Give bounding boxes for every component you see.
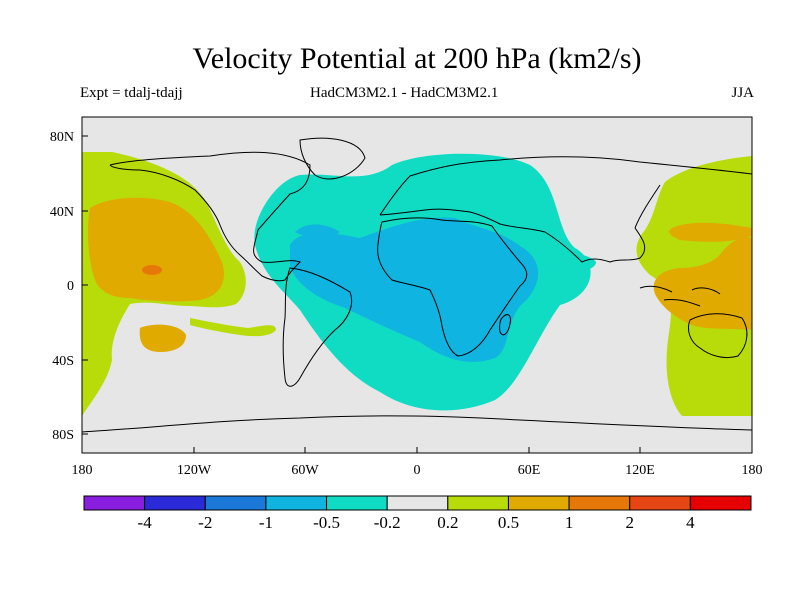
y-tick-label-40s: 40S [52, 354, 74, 369]
colorbar-swatch [326, 495, 388, 511]
colorbar-level-label: -2 [198, 513, 212, 532]
colorbar-level-label: 1 [565, 513, 574, 532]
y-tick-label-0: 0 [67, 279, 74, 294]
coastline-maritime-continent [639, 285, 721, 307]
east-pacific-max-contour [142, 265, 162, 275]
coastline-madagascar [499, 314, 511, 336]
east-pacific-south-contour [139, 324, 186, 352]
coastlines [82, 137, 752, 433]
colorbar-level-label: 2 [625, 513, 634, 532]
west-pacific-inner-contour [653, 237, 752, 330]
x-tick-label-60e: 60E [518, 463, 541, 478]
season-label: JJA [731, 85, 754, 101]
colorbar-swatch [568, 495, 631, 511]
colorbar-level-label: -4 [138, 513, 153, 532]
tick-marks [82, 135, 641, 453]
coastline-australia [687, 313, 748, 359]
coastline-north-america [109, 151, 311, 282]
colorbar: -4 -2 -1 -0.5 -0.2 0.2 0.5 1 2 4 [83, 495, 752, 532]
colorbar-swatch [204, 495, 267, 511]
x-tick-label-180w: 180 [72, 463, 93, 478]
x-tick-label-120e: 120E [625, 463, 655, 478]
model-label: HadCM3M2.1 - HadCM3M2.1 [310, 85, 499, 101]
east-pacific-inner-contour [87, 197, 224, 302]
colorbar-swatch [386, 495, 449, 511]
y-tick-label-40n: 40N [50, 205, 74, 220]
x-tick-label-180e: 180 [742, 463, 763, 478]
colorbar-swatch [83, 495, 146, 511]
coastline-europe-asia [379, 156, 752, 263]
x-tick-label-0: 0 [414, 463, 421, 478]
colorbar-swatch [507, 495, 570, 511]
chart-title: Velocity Potential at 200 hPa (km2/s) [192, 42, 642, 75]
x-tick-label-60w: 60W [291, 463, 319, 478]
west-pacific-north-contour [669, 222, 752, 242]
colorbar-swatch [629, 495, 691, 511]
coastline-africa [377, 217, 528, 357]
coastline-south-america [282, 267, 353, 387]
experiment-label: Expt = tdalj-tdajj [80, 85, 183, 101]
colorbar-swatch [447, 495, 509, 511]
x-tick-label-120w: 120W [177, 463, 212, 478]
colorbar-level-label: 0.5 [498, 513, 519, 532]
east-pacific-tongue [190, 318, 276, 337]
colorbar-level-label: -1 [259, 513, 273, 532]
colorbar-level-label: 0.2 [437, 513, 458, 532]
coastline-antarctica [82, 415, 752, 433]
y-tick-label-80n: 80N [50, 130, 74, 145]
colorbar-swatch [144, 495, 206, 511]
colorbar-level-label: -0.2 [374, 513, 401, 532]
colorbar-level-label: -0.5 [313, 513, 340, 532]
negative-contour-outer-extension [545, 250, 596, 271]
colorbar-swatch [689, 495, 752, 511]
colorbar-level-label: 4 [686, 513, 695, 532]
y-tick-label-80s: 80S [52, 428, 74, 443]
coastline-greenland [299, 137, 366, 180]
colorbar-swatch [265, 495, 328, 511]
negative-contour-inner-arm [295, 224, 340, 238]
negative-contour-inner [290, 217, 539, 362]
